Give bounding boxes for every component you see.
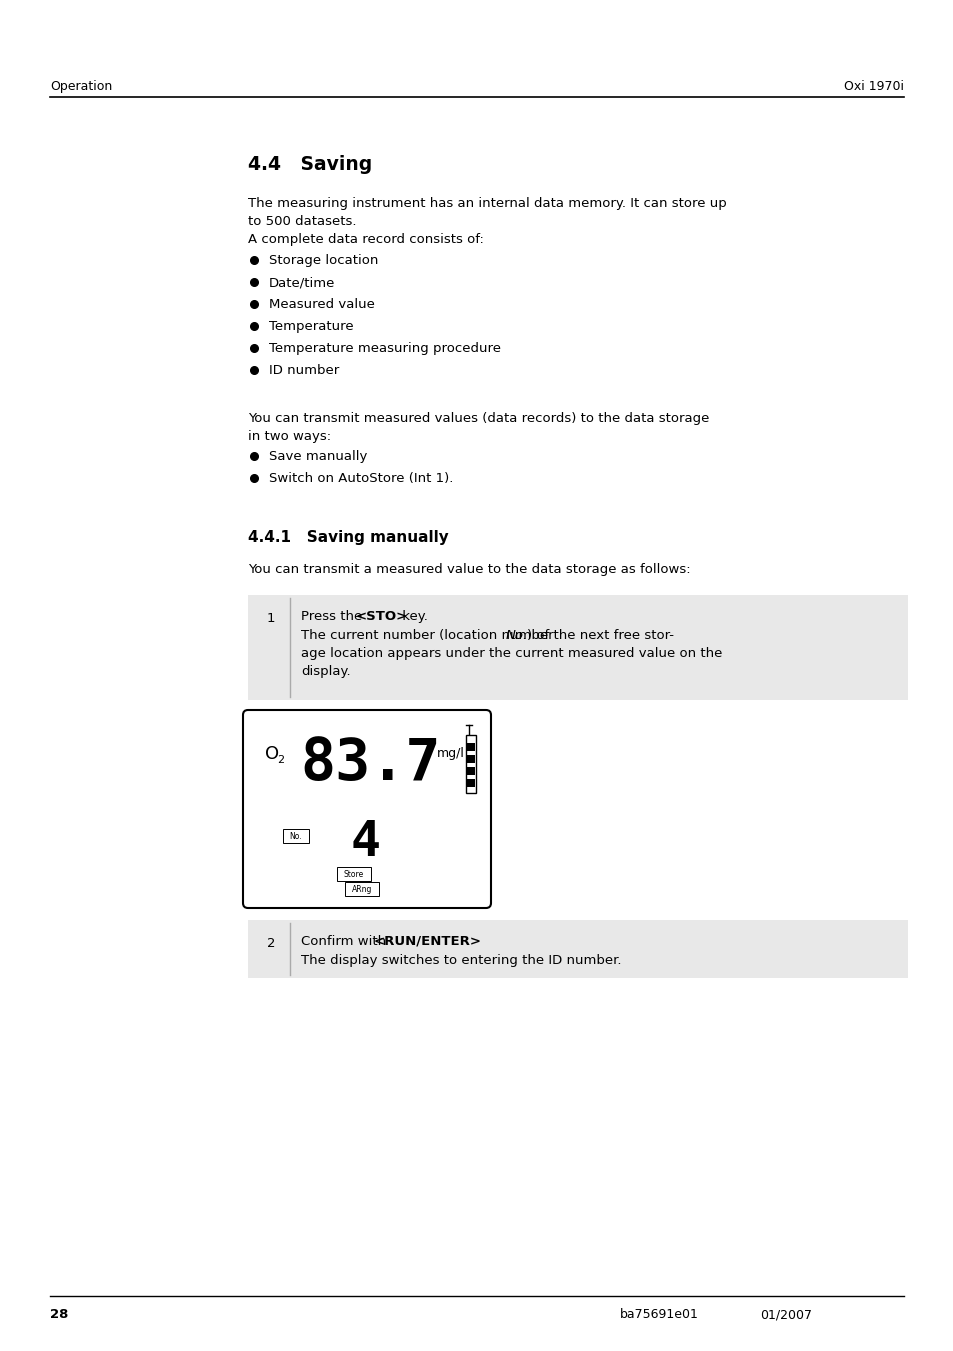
Bar bbox=[248, 594, 907, 700]
Text: Operation: Operation bbox=[50, 80, 112, 93]
Text: 4.4.1   Saving manually: 4.4.1 Saving manually bbox=[248, 530, 448, 544]
FancyBboxPatch shape bbox=[243, 711, 491, 908]
Text: ) of the next free stor-: ) of the next free stor- bbox=[526, 630, 673, 642]
Text: mg/l: mg/l bbox=[436, 747, 464, 761]
Bar bbox=[467, 780, 475, 788]
Text: Press the: Press the bbox=[301, 611, 366, 623]
Bar bbox=[248, 920, 907, 978]
Bar bbox=[465, 735, 476, 793]
Bar bbox=[467, 767, 475, 775]
Bar bbox=[467, 743, 475, 751]
Text: Temperature measuring procedure: Temperature measuring procedure bbox=[269, 342, 500, 355]
Text: Measured value: Measured value bbox=[269, 299, 375, 311]
Text: to 500 datasets.: to 500 datasets. bbox=[248, 215, 356, 228]
Text: key.: key. bbox=[397, 611, 428, 623]
Text: The measuring instrument has an internal data memory. It can store up: The measuring instrument has an internal… bbox=[248, 197, 726, 209]
Text: 83.7: 83.7 bbox=[299, 735, 440, 792]
Text: No.: No. bbox=[505, 630, 528, 642]
Text: 01/2007: 01/2007 bbox=[760, 1308, 811, 1321]
Text: A complete data record consists of:: A complete data record consists of: bbox=[248, 232, 483, 246]
Text: Store: Store bbox=[343, 870, 364, 880]
Text: The display switches to entering the ID number.: The display switches to entering the ID … bbox=[301, 954, 620, 967]
Text: 2: 2 bbox=[276, 755, 284, 765]
Text: <STO>: <STO> bbox=[355, 611, 408, 623]
Text: 2: 2 bbox=[267, 938, 275, 950]
Bar bbox=[467, 755, 475, 763]
Text: ARng: ARng bbox=[352, 885, 372, 894]
Text: ba75691e01: ba75691e01 bbox=[619, 1308, 699, 1321]
Text: Oxi 1970i: Oxi 1970i bbox=[843, 80, 903, 93]
Text: No.: No. bbox=[290, 832, 302, 842]
Text: You can transmit a measured value to the data storage as follows:: You can transmit a measured value to the… bbox=[248, 563, 690, 576]
FancyBboxPatch shape bbox=[345, 882, 378, 896]
Text: O: O bbox=[265, 744, 279, 763]
Text: Date/time: Date/time bbox=[269, 276, 335, 289]
Text: You can transmit measured values (data records) to the data storage: You can transmit measured values (data r… bbox=[248, 412, 709, 426]
Text: <RUN/ENTER>: <RUN/ENTER> bbox=[374, 935, 481, 948]
Text: 4.4   Saving: 4.4 Saving bbox=[248, 155, 372, 174]
Text: 1: 1 bbox=[267, 612, 275, 626]
Text: age location appears under the current measured value on the: age location appears under the current m… bbox=[301, 647, 721, 661]
Text: Switch on AutoStore (Int 1).: Switch on AutoStore (Int 1). bbox=[269, 471, 453, 485]
Text: Temperature: Temperature bbox=[269, 320, 354, 332]
Text: Confirm with: Confirm with bbox=[301, 935, 390, 948]
FancyBboxPatch shape bbox=[336, 867, 371, 881]
Text: The current number (location number: The current number (location number bbox=[301, 630, 558, 642]
Text: in two ways:: in two ways: bbox=[248, 430, 331, 443]
FancyBboxPatch shape bbox=[283, 830, 309, 843]
Text: 4: 4 bbox=[351, 817, 380, 866]
Text: Save manually: Save manually bbox=[269, 450, 367, 463]
Text: Storage location: Storage location bbox=[269, 254, 378, 267]
Text: 28: 28 bbox=[50, 1308, 69, 1321]
Text: ID number: ID number bbox=[269, 363, 339, 377]
Text: display.: display. bbox=[301, 665, 351, 678]
Text: .: . bbox=[455, 935, 458, 948]
